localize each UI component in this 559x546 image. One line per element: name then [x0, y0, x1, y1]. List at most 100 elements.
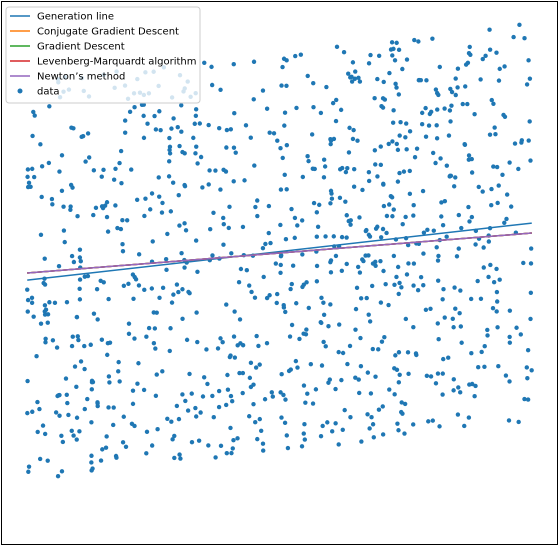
data-point [184, 337, 190, 343]
data-point [159, 210, 165, 215]
data-point [198, 154, 204, 160]
data-point [407, 191, 413, 197]
data-point [494, 266, 499, 272]
data-point [207, 168, 212, 173]
data-point [261, 274, 266, 280]
data-point [396, 350, 402, 355]
data-point [384, 213, 390, 219]
data-point [373, 226, 379, 231]
data-point [145, 121, 150, 126]
data-point [343, 169, 349, 175]
data-point [121, 283, 127, 288]
data-point [496, 78, 502, 83]
data-point [122, 130, 128, 135]
data-point [185, 408, 191, 413]
data-point [495, 200, 500, 206]
data-point [253, 365, 259, 370]
data-point [65, 400, 70, 406]
data-point [142, 213, 147, 219]
data-point [482, 344, 487, 349]
data-point [68, 207, 73, 212]
data-point [82, 274, 87, 279]
data-point [237, 317, 243, 322]
data-point [25, 184, 31, 190]
data-point [282, 110, 288, 115]
data-point [355, 138, 360, 143]
data-point [89, 468, 94, 473]
data-point [310, 401, 316, 406]
data-point [428, 109, 434, 115]
data-point [38, 232, 44, 237]
data-point [491, 164, 496, 169]
data-point [230, 446, 235, 451]
data-point [309, 132, 315, 137]
data-point [528, 246, 534, 251]
data-point [169, 126, 174, 131]
data-point [462, 142, 468, 148]
legend-label: Levenberg-Marquardt algorithm [37, 57, 197, 68]
data-point [393, 81, 398, 87]
data-point [381, 203, 387, 209]
data-point [376, 53, 382, 58]
data-point [458, 390, 463, 395]
data-point [459, 340, 464, 345]
data-point [171, 292, 176, 297]
data-point [149, 191, 155, 196]
data-point [266, 230, 271, 236]
data-point [403, 214, 408, 220]
data-point [490, 305, 496, 311]
data-point [216, 404, 222, 410]
data-point [469, 214, 475, 220]
data-point [522, 36, 527, 41]
data-point [487, 132, 493, 137]
data-point [135, 381, 140, 386]
data-point [327, 377, 333, 382]
data-point [132, 423, 137, 429]
data-point [284, 58, 289, 63]
data-point [209, 82, 215, 88]
data-point [384, 230, 389, 236]
data-point [255, 198, 260, 203]
data-point [388, 193, 394, 199]
data-point [93, 205, 99, 211]
data-point [399, 400, 404, 405]
data-point [494, 299, 500, 304]
data-point [434, 136, 440, 141]
data-point [402, 401, 408, 407]
data-point [279, 415, 284, 420]
data-point [495, 325, 500, 330]
data-point [381, 182, 386, 187]
data-point [118, 226, 124, 232]
data-point [322, 164, 328, 169]
data-point [387, 202, 392, 207]
data-point [378, 235, 384, 240]
data-point [153, 346, 158, 351]
data-point [347, 343, 353, 349]
data-point [507, 340, 513, 345]
data-point [232, 309, 237, 314]
data-point [220, 339, 225, 345]
data-point [451, 184, 457, 189]
data-point [301, 431, 306, 436]
data-point [152, 326, 158, 331]
data-point [182, 184, 188, 189]
data-point [157, 109, 162, 114]
data-point [99, 174, 104, 179]
data-point [25, 410, 30, 416]
data-point [249, 289, 254, 295]
data-point [57, 392, 62, 398]
data-point [77, 247, 83, 252]
data-point [231, 62, 236, 67]
data-point [278, 390, 283, 395]
data-point [493, 132, 498, 137]
data-point [134, 197, 140, 202]
data-point [260, 245, 266, 251]
data-point [373, 162, 378, 167]
data-point [153, 393, 159, 398]
data-point [483, 53, 488, 59]
data-point [396, 291, 401, 297]
data-point [168, 209, 174, 214]
data-point [176, 416, 182, 422]
data-point [328, 138, 334, 143]
data-point [447, 108, 453, 113]
